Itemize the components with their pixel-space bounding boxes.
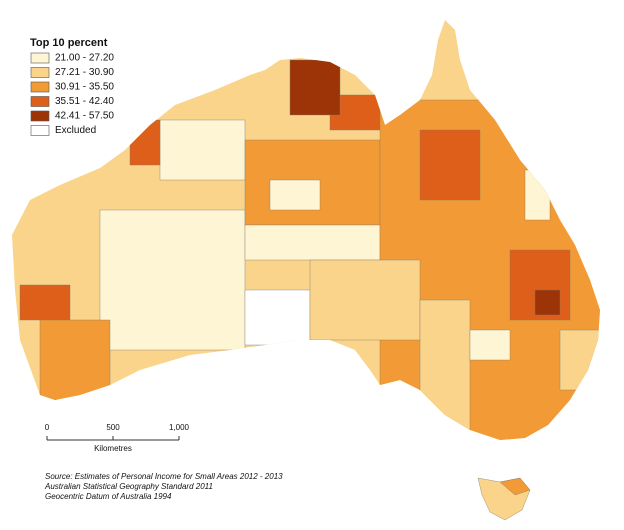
- legend-title: Top 10 percent: [30, 37, 108, 49]
- region: [159, 119, 246, 181]
- legend-swatch: [30, 96, 50, 107]
- legend-label: 30.91 - 35.50: [55, 82, 114, 93]
- legend-label: 21.00 - 27.20: [55, 53, 114, 64]
- legend-swatch: [30, 67, 50, 78]
- region: [289, 59, 341, 116]
- legend-label: 42.41 - 57.50: [55, 111, 114, 122]
- region: [129, 119, 161, 166]
- scale-unit: Kilometres: [94, 444, 132, 453]
- scale-tick-label: 500: [106, 423, 120, 432]
- source-line: Australian Statistical Geography Standar…: [44, 482, 213, 491]
- scale-tick-label: 1,000: [169, 423, 190, 432]
- scale-tick-label: 0: [45, 423, 50, 432]
- region: [39, 319, 111, 401]
- source-notes: Source: Estimates of Personal Income for…: [44, 472, 283, 501]
- legend-swatch: [30, 110, 50, 122]
- region: [534, 289, 561, 316]
- region: [419, 299, 471, 440]
- region: [419, 129, 481, 201]
- region: [559, 329, 600, 391]
- scale-bar: 0 500 1,000 Kilometres: [45, 423, 190, 453]
- region: [99, 209, 246, 351]
- region: [19, 284, 71, 321]
- source-line: Source: Estimates of Personal Income for…: [45, 472, 283, 481]
- legend-label: 35.51 - 42.40: [55, 96, 114, 107]
- region: [244, 224, 381, 261]
- region: [309, 259, 421, 341]
- legend: Top 10 percent 21.00 - 27.20 27.21 - 30.9…: [30, 37, 114, 136]
- legend-swatch: [30, 125, 50, 136]
- region: [244, 289, 311, 346]
- legend-label: Excluded: [55, 125, 96, 136]
- legend-label: 27.21 - 30.90: [55, 67, 114, 78]
- region: [469, 329, 511, 361]
- tasmania-region: [499, 477, 531, 496]
- legend-swatch: [30, 52, 50, 64]
- legend-swatch: [30, 81, 50, 93]
- source-line: Geocentric Datum of Australia 1994: [45, 492, 172, 501]
- region: [269, 179, 321, 211]
- region: [524, 169, 551, 221]
